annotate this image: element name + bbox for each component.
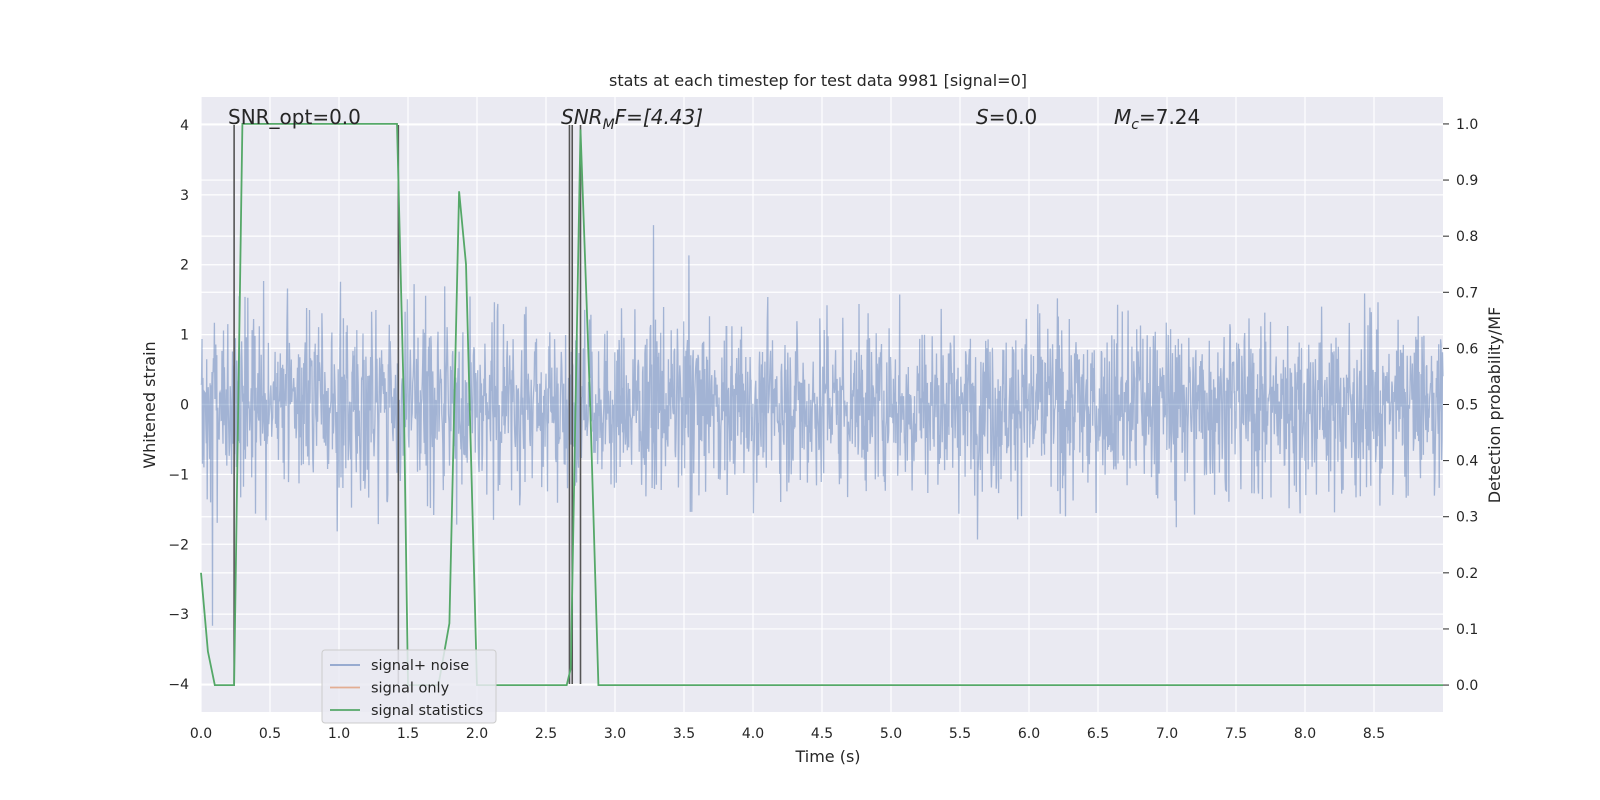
y2-tick-label: 0.8 xyxy=(1456,229,1478,245)
x-tick-label: 4.5 xyxy=(811,726,833,742)
x-tick-label: 3.0 xyxy=(604,726,626,742)
signal-noise-series xyxy=(200,225,1444,626)
y2-tick-label: 1.0 xyxy=(1456,117,1478,133)
y-tick-label: −1 xyxy=(168,467,189,483)
snr-mf-sub: M xyxy=(603,117,615,133)
legend-label: signal statistics xyxy=(371,703,483,719)
y2-tick-label: 0.5 xyxy=(1456,398,1478,414)
legend-label: signal+ noise xyxy=(371,658,469,674)
snr-mf-main: SNR xyxy=(561,105,603,129)
y-tick-label: −4 xyxy=(168,677,189,693)
x-tick-label: 8.5 xyxy=(1363,726,1385,742)
y2-tick-label: 0.7 xyxy=(1456,285,1478,301)
signal-statistics-series xyxy=(200,123,1443,686)
y-tick-label: 3 xyxy=(180,188,189,204)
mc-rest: =7.24 xyxy=(1139,105,1200,129)
x-tick-label: 1.0 xyxy=(328,726,350,742)
x-tick-label: 3.5 xyxy=(673,726,695,742)
y-tick-label: 4 xyxy=(180,118,189,134)
y-tick-label: 2 xyxy=(180,258,189,274)
snr-opt-annotation: SNR_opt=0.0 xyxy=(228,105,361,129)
legend-label: signal only xyxy=(371,681,450,697)
x-tick-label: 0.5 xyxy=(259,726,281,742)
x-tick-label: 6.0 xyxy=(1018,726,1040,742)
y-tick-label: 0 xyxy=(180,398,189,414)
x-tick-label: 7.5 xyxy=(1225,726,1247,742)
y2-tick-label: 0.9 xyxy=(1456,173,1478,189)
y2-tick-label: 0.3 xyxy=(1456,510,1478,526)
x-tick-label: 0.0 xyxy=(190,726,212,742)
y-tick-label: −3 xyxy=(168,607,189,623)
legend: signal+ noise signal only signal statistic… xyxy=(321,649,497,724)
legend-box xyxy=(321,649,497,724)
x-tick-label: 6.5 xyxy=(1087,726,1109,742)
y-axis-ticks: 4 3 2 1 0 −1 −2 −3 −4 xyxy=(168,118,189,693)
mc-annotation: Mc=7.24 xyxy=(1114,105,1200,133)
y2-tick-label: 0.0 xyxy=(1456,678,1478,694)
snr-mf-rest: F=[4.43] xyxy=(615,105,703,129)
mc-main: M xyxy=(1114,105,1131,129)
x-tick-label: 4.0 xyxy=(742,726,764,742)
y2-tick-label: 0.4 xyxy=(1456,454,1478,470)
y-tick-label: −2 xyxy=(168,537,189,553)
mc-sub: c xyxy=(1131,117,1139,133)
x-axis-label: Time (s) xyxy=(794,747,860,766)
y2-tick-label: 0.6 xyxy=(1456,341,1478,357)
chart-title: stats at each timestep for test data 998… xyxy=(609,71,1027,90)
y2-axis-ticks: 1.0 0.9 0.8 0.7 0.6 0.5 0.4 0.3 0.2 0.1 0.0 xyxy=(1443,117,1478,694)
s-main: S xyxy=(976,105,989,129)
signal-noise-line xyxy=(200,225,1444,626)
y2-tick-label: 0.2 xyxy=(1456,566,1478,582)
y2-tick-label: 0.1 xyxy=(1456,622,1478,638)
s-rest: =0.0 xyxy=(989,105,1038,129)
y-axis-label: Whitened strain xyxy=(140,341,159,468)
x-axis-ticks: 0.0 0.5 1.0 1.5 2.0 2.5 3.0 3.5 4.0 4.5 5.0 5.5 6.0 6… xyxy=(190,726,1385,742)
grid-lines xyxy=(200,97,1443,712)
x-tick-label: 7.0 xyxy=(1156,726,1178,742)
x-tick-label: 8.0 xyxy=(1294,726,1316,742)
x-tick-label: 5.0 xyxy=(880,726,902,742)
y2-axis-label: Detection probability/MF xyxy=(1485,307,1504,504)
x-tick-label: 5.5 xyxy=(949,726,971,742)
y-tick-label: 1 xyxy=(180,328,189,344)
x-tick-label: 1.5 xyxy=(397,726,419,742)
x-tick-label: 2.5 xyxy=(535,726,557,742)
x-tick-label: 2.0 xyxy=(466,726,488,742)
s-annotation: S=0.0 xyxy=(976,105,1037,129)
snr-mf-annotation: SNRMF=[4.43] xyxy=(561,105,703,133)
